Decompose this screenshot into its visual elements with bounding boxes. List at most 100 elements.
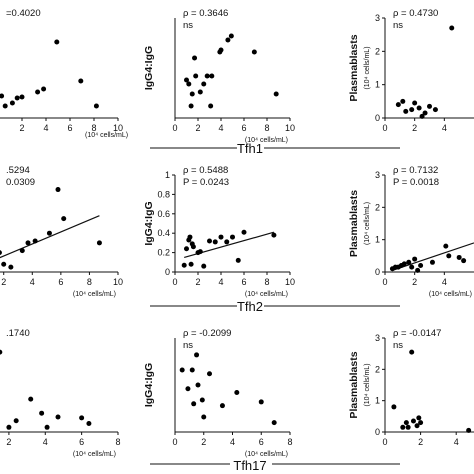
data-point — [235, 257, 241, 263]
x-tick-label: 8 — [91, 123, 96, 133]
x-axis-unit: (10⁴ cells/mL) — [245, 291, 288, 298]
y-axis-label: IgG4:IgG — [143, 201, 155, 245]
data-point — [0, 93, 5, 99]
y-tick-label: 0 — [375, 113, 380, 123]
data-point — [55, 414, 61, 420]
y-axis-label: Plasmablasts — [348, 34, 360, 101]
row-label-tfh2: Tfh2 — [237, 299, 263, 314]
data-point — [0, 250, 2, 256]
stat-label: ρ = -0.2099 — [183, 328, 231, 339]
x-tick-label: 0 — [382, 123, 387, 133]
data-point — [189, 91, 195, 97]
data-point — [44, 424, 50, 430]
data-point — [181, 262, 187, 268]
data-point — [208, 103, 214, 109]
x-tick-label: 10 — [285, 277, 295, 287]
data-point — [405, 424, 411, 430]
x-tick-label: 6 — [67, 123, 72, 133]
data-point — [194, 352, 200, 358]
data-point — [218, 234, 224, 240]
y-tick-label: 1 — [375, 396, 380, 406]
data-point — [218, 47, 224, 53]
data-point — [207, 371, 212, 377]
data-point — [418, 263, 424, 269]
x-tick-label: 8 — [287, 437, 292, 447]
data-point — [13, 418, 19, 424]
data-point — [9, 100, 15, 106]
data-point — [456, 254, 462, 260]
data-point — [224, 239, 230, 245]
data-point — [0, 349, 3, 355]
data-point — [96, 240, 102, 246]
data-point — [446, 253, 452, 259]
data-point — [443, 243, 449, 249]
data-point — [415, 267, 421, 273]
y-tick-label: 0.4 — [157, 228, 170, 238]
x-axis-unit: (10⁴ cells/mL) — [245, 451, 288, 458]
data-point — [78, 78, 84, 84]
y-tick-label: 0.8 — [157, 189, 170, 199]
data-point — [225, 37, 231, 43]
data-point — [61, 216, 67, 222]
stat-label: ρ = 0.4730 — [393, 8, 438, 19]
data-point — [193, 73, 199, 79]
data-point — [197, 249, 203, 255]
data-point — [25, 240, 31, 246]
data-point — [412, 100, 418, 106]
data-point — [46, 230, 52, 236]
x-tick-label: 10 — [113, 277, 123, 287]
x-tick-label: 2 — [412, 277, 417, 287]
data-point — [184, 246, 189, 252]
y-axis-label: Plasmablasts — [348, 190, 360, 257]
stat-label: ρ = 0.7132 — [393, 165, 438, 176]
data-point — [429, 259, 435, 265]
scatter-panel-tfh2-2: 0 2 4 0 1 2 3 Plasmablasts (10⁴ cells/mL) (10⁴ ce… — [348, 165, 474, 298]
x-tick-label: 6 — [259, 437, 264, 447]
data-point — [409, 349, 415, 355]
regression-line — [392, 242, 474, 271]
x-tick-label: 8 — [115, 437, 120, 447]
stat-label: ρ = -0.0147 — [393, 328, 441, 339]
data-point — [427, 103, 432, 109]
data-point — [432, 107, 438, 113]
data-point — [14, 95, 20, 101]
data-point — [19, 248, 25, 254]
x-tick-label: 2 — [412, 123, 417, 133]
x-tick-label: 4 — [43, 437, 48, 447]
data-point — [466, 427, 472, 433]
unit-note-tfh1: (10⁴ cells/mL) — [85, 132, 128, 139]
x-tick-label: 4 — [43, 123, 48, 133]
x-tick-label: 4 — [230, 437, 235, 447]
y-tick-label: 0.6 — [157, 209, 170, 219]
data-point — [219, 403, 225, 409]
scatter-panel-tfh2-1: 0 2 4 6 8 10 0 0.2 0.4 0.6 0.8 1 IgG4:IgG (10⁴ cells/… — [143, 165, 295, 298]
y-tick-label: 3 — [375, 13, 380, 23]
x-tick-label: 8 — [264, 123, 269, 133]
data-point — [412, 256, 418, 262]
x-tick-label: 4 — [442, 123, 447, 133]
stat-label: ρ = 0.3646 — [183, 8, 228, 19]
x-tick-label: 2 — [195, 123, 200, 133]
data-point — [188, 103, 194, 109]
x-axis-unit: (10⁴ cells/mL) — [73, 291, 116, 298]
data-point — [251, 49, 257, 55]
data-point — [234, 390, 240, 396]
data-point — [400, 98, 406, 104]
scatter-panel-tfh1-1: 0 2 4 6 8 10 IgG4:IgG (10⁴ cells/mL) ρ = 0.3646n… — [143, 8, 295, 144]
data-point — [418, 420, 424, 426]
regression-line — [0, 215, 100, 259]
data-point — [419, 113, 425, 119]
x-tick-label: 4 — [218, 123, 223, 133]
stat-label: P = 0.0018 — [393, 177, 439, 188]
data-point — [204, 73, 210, 79]
stat-label: ρ = 0.5488 — [183, 165, 228, 176]
x-tick-label: 6 — [241, 277, 246, 287]
data-point — [228, 33, 234, 39]
data-point — [400, 424, 406, 430]
stat-label: ns — [183, 340, 193, 351]
data-point — [241, 229, 247, 235]
data-point — [449, 25, 455, 31]
